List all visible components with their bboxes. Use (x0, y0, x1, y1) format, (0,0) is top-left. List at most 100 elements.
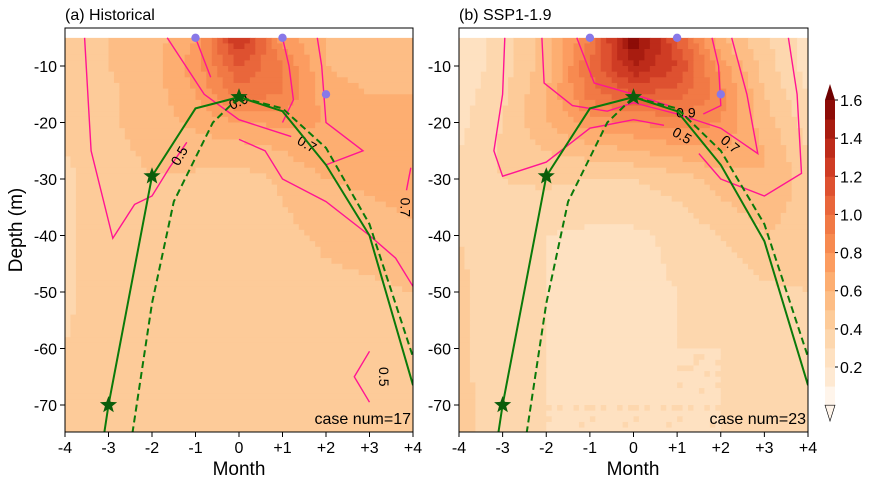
heatmap-cell (540, 145, 618, 152)
heatmap-cell (638, 71, 667, 78)
heatmap-cell (287, 207, 398, 214)
heatmap-cell (731, 133, 760, 141)
heatmap-cell (546, 111, 569, 118)
heatmap-cell (497, 162, 635, 169)
heatmap-cell (65, 280, 77, 287)
heatmap-cell (611, 116, 722, 124)
heatmap-cell (748, 77, 760, 84)
heatmap-cell (769, 105, 793, 112)
heatmap-cell (562, 60, 575, 67)
heatmap-cell (475, 399, 547, 406)
heatmap-cell (293, 156, 413, 163)
heatmap-cell (780, 218, 808, 225)
heatmap-cell (633, 71, 640, 78)
heatmap-cell (459, 427, 476, 432)
colorbar-tick-label: 0.6 (840, 284, 862, 301)
heatmap-cell (546, 252, 662, 259)
heatmap-cell (715, 382, 808, 389)
heatmap-cell (469, 122, 504, 129)
heatmap-cell (271, 43, 284, 50)
heatmap-cell (206, 82, 224, 90)
heatmap-cell (255, 71, 284, 78)
heatmap-cell (546, 286, 678, 293)
heatmap-cell (726, 105, 738, 112)
heatmap-cell (562, 43, 575, 50)
heatmap-cell (508, 82, 531, 90)
heatmap-cell (65, 235, 77, 242)
heatmap-cell (573, 43, 586, 50)
heatmap-cell (628, 49, 646, 56)
heatmap-cell (682, 416, 722, 423)
heatmap-cell (769, 111, 793, 118)
heatmap-cell (797, 122, 808, 129)
heatmap-cell (769, 37, 798, 44)
heatmap-cell (546, 99, 564, 107)
heatmap-cell (162, 82, 191, 90)
heatmap-cell (206, 71, 218, 78)
heatmap-cell (589, 66, 602, 73)
heatmap-cell (666, 269, 755, 276)
heatmap-cell (660, 49, 673, 56)
heatmap-cell (108, 60, 164, 67)
heatmap-cell (459, 269, 471, 276)
heatmap-cell (233, 105, 289, 112)
heatmap-cell (546, 308, 678, 316)
x-tick-label: -3 (496, 440, 510, 457)
heatmap-cell (217, 37, 224, 44)
heatmap-cell (304, 49, 327, 56)
heatmap-cell (584, 156, 684, 163)
heatmap-cell (475, 416, 553, 423)
heatmap-cell (222, 37, 229, 44)
heatmap-cell (65, 427, 413, 432)
heatmap-cell (459, 308, 471, 316)
heatmap-cell (628, 37, 640, 44)
heatmap-cell (568, 71, 580, 78)
heatmap-cell (758, 128, 782, 135)
contour-line-0-9 (576, 37, 669, 107)
heatmap-cell (173, 111, 213, 118)
heatmap-cell (65, 258, 77, 265)
heatmap-cell (459, 337, 471, 344)
heatmap-cell (298, 71, 316, 78)
heatmap-cell (75, 224, 300, 231)
heatmap-cell (396, 207, 413, 214)
heatmap-cell (709, 224, 760, 231)
heatmap-cell (671, 405, 684, 412)
heatmap-cell (65, 94, 120, 101)
heatmap-cell (649, 37, 662, 44)
heatmap-cell (682, 77, 695, 84)
heatmap-cell (119, 88, 169, 95)
heatmap-cell (797, 60, 808, 67)
heatmap-cell (65, 184, 77, 191)
heatmap-cell (720, 365, 808, 372)
heatmap-cell (677, 382, 684, 389)
heatmap-cell (791, 105, 808, 112)
heatmap-cell (347, 184, 413, 191)
heatmap-cell (775, 280, 808, 287)
heatmap-cell (573, 88, 586, 95)
heatmap-cell (249, 54, 262, 61)
heatmap-cell (600, 54, 613, 61)
heatmap-cell (502, 173, 695, 180)
heatmap-cell (184, 122, 267, 129)
heatmap-cell (589, 37, 596, 44)
heatmap-cell (737, 82, 749, 90)
heatmap-cell (698, 49, 711, 56)
heatmap-cell (775, 122, 798, 129)
heatmap-cell (644, 54, 656, 61)
heatmap-cell (546, 393, 722, 400)
heatmap-cell (119, 99, 169, 107)
heatmap-cell (731, 71, 749, 78)
heatmap-cell (589, 416, 596, 423)
heatmap-cell (391, 280, 413, 287)
heatmap-cell (655, 99, 705, 107)
heatmap-cell (65, 224, 77, 231)
colorbar-segment (825, 233, 835, 254)
heatmap-cell (65, 348, 413, 355)
heatmap-cell (704, 354, 722, 361)
heatmap-cell (737, 111, 755, 118)
heatmap-cell (486, 54, 515, 61)
heatmap-cell (529, 71, 553, 78)
heatmap-cell (780, 139, 804, 146)
heatmap-cell (459, 195, 673, 203)
